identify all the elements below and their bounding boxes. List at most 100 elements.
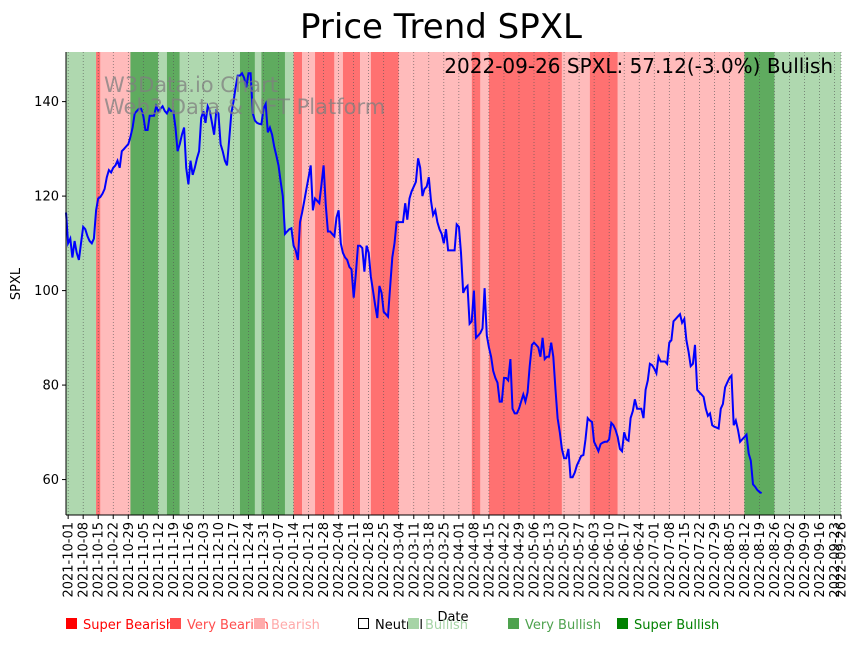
- x-tick-label: 2022-01-28: [317, 522, 332, 598]
- y-tick-label: 100: [34, 284, 59, 299]
- x-tick-label: 2021-11-26: [182, 522, 197, 598]
- x-tick-label: 2021-10-29: [122, 522, 137, 598]
- x-tick-label: 2022-03-25: [437, 522, 452, 598]
- x-tick-label: 2021-10-22: [107, 522, 122, 598]
- x-tick-label: 2022-03-11: [407, 522, 422, 598]
- x-tick-label: 2022-08-26: [768, 522, 783, 598]
- price-line: [65, 71, 763, 495]
- x-tick-label: 2022-07-08: [663, 522, 678, 598]
- x-tick-label: 2021-12-03: [197, 522, 212, 598]
- band-bearish: [360, 52, 371, 515]
- band-bullish: [179, 52, 189, 515]
- y-axis-ticks: 60 80 100 120 140: [34, 95, 66, 488]
- x-tick-label: 2022-04-29: [512, 522, 527, 598]
- watermark-line2: Web3 Data & NFT Platform: [104, 95, 385, 119]
- x-tick-label: 2022-07-29: [708, 522, 723, 598]
- band-very_bearish: [488, 52, 562, 515]
- band-bullish: [774, 52, 841, 515]
- x-tick-label: 2022-05-06: [528, 522, 543, 598]
- x-tick-label: 2022-08-05: [723, 522, 738, 598]
- band-very_bearish: [370, 52, 399, 515]
- x-tick-label: 2022-09-09: [798, 522, 813, 598]
- y-tick-label: 140: [34, 95, 59, 110]
- x-tick-label: 2022-08-19: [753, 522, 768, 598]
- band-very_bearish: [315, 52, 335, 515]
- legend-label-super_bullish: Super Bullish: [634, 618, 719, 633]
- band-bullish: [188, 52, 240, 515]
- x-tick-label: 2022-04-22: [497, 522, 512, 598]
- band-very_bullish: [261, 52, 285, 515]
- x-tick-label: 2022-09-23: [828, 522, 843, 598]
- x-axis-label: Date: [437, 610, 468, 625]
- x-tick-label: 2022-07-22: [693, 522, 708, 598]
- x-tick-label: 2022-01-14: [287, 522, 302, 598]
- band-very_bullish: [239, 52, 255, 515]
- x-tick-label: 2021-10-08: [77, 522, 92, 598]
- y-tick-label: 60: [42, 473, 59, 488]
- x-tick-label: 2022-09-02: [783, 522, 798, 598]
- legend-swatch-super_bearish: [66, 618, 77, 629]
- y-axis-label: SPXL: [9, 267, 24, 300]
- x-tick-label: 2021-11-12: [152, 522, 167, 598]
- legend-swatch-very_bearish: [170, 618, 181, 629]
- y-tick-label: 120: [34, 190, 59, 205]
- band-very_bearish: [471, 52, 481, 515]
- x-tick-label: 2022-05-20: [558, 522, 573, 598]
- x-tick-label: 2022-03-04: [392, 522, 407, 598]
- x-tick-label: 2021-12-17: [227, 522, 242, 598]
- legend-label-bearish: Bearish: [271, 618, 320, 633]
- x-tick-label: 2022-08-12: [738, 522, 753, 598]
- x-tick-label: 2022-02-25: [377, 522, 392, 598]
- x-tick-label: 2022-05-27: [573, 522, 588, 598]
- trend-bands: [66, 52, 841, 515]
- x-tick-label: 2022-02-11: [347, 522, 362, 598]
- x-tick-label: 2022-07-01: [648, 522, 663, 598]
- band-very_bearish: [342, 52, 361, 515]
- x-tick-label: 2021-11-19: [167, 522, 182, 598]
- x-tick-label: 2022-02-04: [332, 522, 347, 598]
- band-bearish: [398, 52, 412, 515]
- legend-label-super_bearish: Super Bearish: [83, 618, 174, 633]
- legend-label-bullish: Bullish: [425, 618, 468, 633]
- x-tick-label: 2022-06-17: [618, 522, 633, 598]
- x-tick-label: 2022-01-21: [302, 522, 317, 598]
- x-tick-label: 2022-06-24: [633, 522, 648, 598]
- x-tick-label: 2022-02-18: [362, 522, 377, 598]
- x-tick-label: 2021-12-31: [257, 522, 272, 598]
- x-tick-label: 2021-10-01: [62, 522, 77, 598]
- status-line: 2022-09-26 SPXL: 57.12(-3.0%) Bullish: [444, 54, 833, 78]
- x-tick-label: 2022-06-03: [588, 522, 603, 598]
- x-tick-label: 2021-11-05: [137, 522, 152, 598]
- x-tick-label: 2022-03-18: [422, 522, 437, 598]
- x-axis-ticks: 2021-10-01 2021-10-08 2021-10-15 2021-10-22…: [62, 515, 850, 598]
- chart-title: Price Trend SPXL: [300, 7, 582, 47]
- band-bullish: [254, 52, 262, 515]
- band-bullish: [158, 52, 167, 515]
- band-bearish: [617, 52, 745, 515]
- x-gridlines: [67, 52, 842, 515]
- x-tick-label: 2021-12-24: [242, 522, 257, 598]
- band-bearish: [480, 52, 489, 515]
- x-tick-label: 2022-04-15: [482, 522, 497, 598]
- x-tick-label: 2021-10-15: [92, 522, 107, 598]
- legend-swatch-very_bullish: [508, 618, 519, 629]
- x-tick-label: 2022-06-10: [603, 522, 618, 598]
- legend: Super Bearish Very Bearish Bearish Neutral B…: [66, 618, 719, 633]
- legend-swatch-neutral: [358, 618, 369, 629]
- y-tick-label: 80: [42, 379, 59, 394]
- band-bearish: [100, 52, 131, 515]
- legend-swatch-bearish: [254, 618, 265, 629]
- x-tick-label: 2021-12-10: [212, 522, 227, 598]
- watermark-line1: W3Data.io Chart: [104, 73, 278, 97]
- band-bullish: [284, 52, 294, 515]
- band-bullish: [66, 52, 97, 515]
- x-tick-label: 2022-09-16: [813, 522, 828, 598]
- legend-label-very_bearish: Very Bearish: [187, 618, 269, 633]
- x-tick-label: 2022-01-07: [272, 522, 287, 598]
- legend-swatch-bullish: [408, 618, 419, 629]
- legend-label-very_bullish: Very Bullish: [525, 618, 601, 633]
- x-tick-label: 2022-05-13: [543, 522, 558, 598]
- x-tick-label: 2022-04-08: [467, 522, 482, 598]
